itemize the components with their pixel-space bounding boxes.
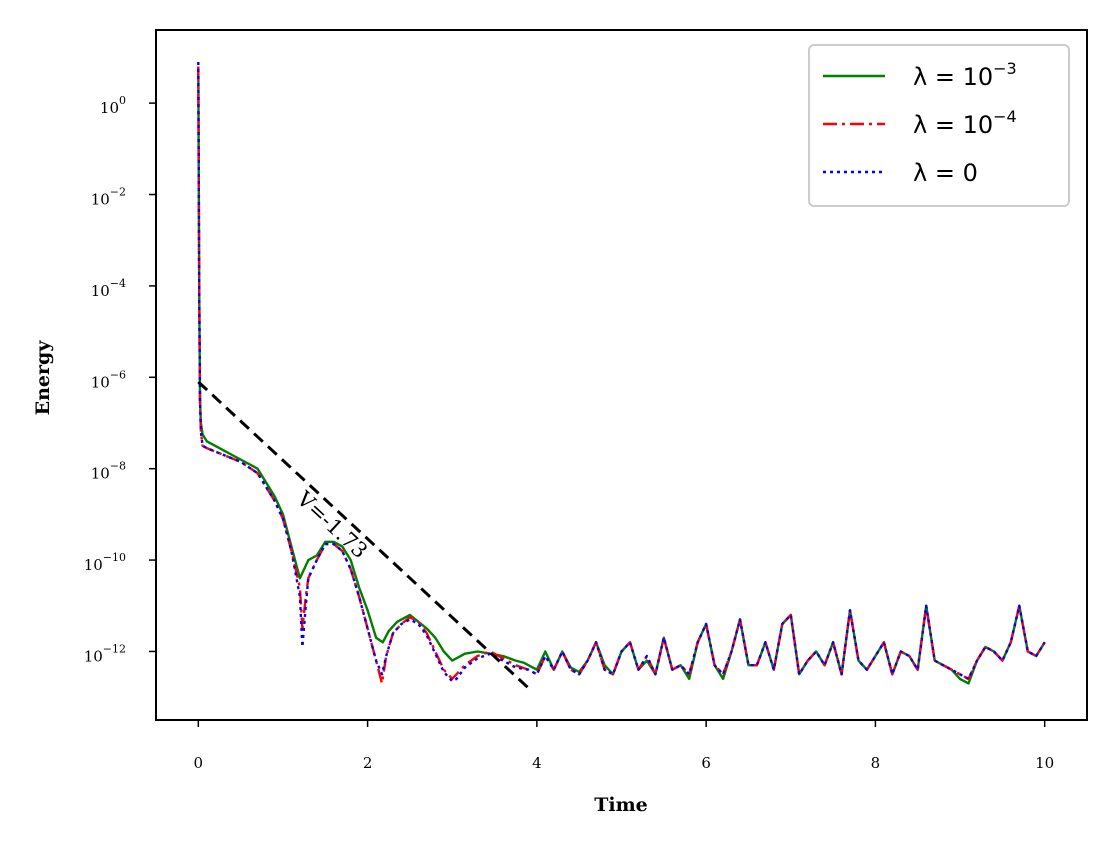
- y-tick-label: 10−8: [91, 460, 126, 483]
- annotation-layer: V=-1.73: [197, 380, 530, 690]
- y-tick-base: 10: [91, 191, 110, 209]
- y-axis-title: Energy: [32, 340, 54, 416]
- y-tick-exponent: −10: [103, 551, 126, 564]
- x-tick-label: 2: [363, 754, 373, 772]
- legend-label-exponent: −3: [993, 59, 1017, 78]
- x-tick-label: 4: [532, 754, 542, 772]
- y-tick-base: 10: [84, 647, 103, 665]
- slope-reference-line: [197, 380, 530, 690]
- y-tick-base: 10: [91, 282, 110, 300]
- x-tick-label: 0: [194, 754, 204, 772]
- legend-label: λ = 10−3: [913, 59, 1017, 91]
- y-tick-exponent: −2: [110, 186, 126, 199]
- x-axis-title: Time: [594, 794, 648, 816]
- y-tick-base: 10: [91, 465, 110, 483]
- series-layer: [197, 61, 1046, 685]
- plot-frame: [155, 29, 1088, 721]
- legend-label-text: λ = 10: [913, 111, 993, 139]
- y-tick-base: 10: [91, 373, 110, 391]
- series-line-dotted: [197, 61, 1046, 683]
- y-tick-base: 10: [84, 556, 103, 574]
- y-tick-label: 100: [100, 94, 126, 117]
- y-tick-base: 10: [100, 99, 119, 117]
- legend-label: λ = 0: [913, 159, 978, 187]
- y-tick-exponent: −4: [110, 277, 126, 290]
- x-tick-label: 6: [701, 754, 711, 772]
- legend-box: [808, 44, 1070, 207]
- y-tick-label: 10−10: [84, 551, 126, 574]
- legend: λ = 10−3λ = 10−4λ = 0: [808, 44, 1070, 207]
- y-tick-label: 10−4: [91, 277, 126, 300]
- y-tick-label: 10−2: [91, 186, 126, 209]
- y-tick-exponent: −8: [110, 460, 126, 473]
- y-tick-exponent: −12: [103, 642, 126, 655]
- x-tick-label: 10: [1035, 754, 1054, 772]
- y-tick-label: 10−12: [84, 642, 126, 665]
- slope-annotation-label: V=-1.73: [292, 486, 373, 563]
- legend-label-text: λ = 10: [913, 63, 993, 91]
- x-tick-label: 8: [871, 754, 881, 772]
- y-tick-exponent: 0: [119, 94, 126, 107]
- x-axis-ticks: 0 2 4 6 8 10: [194, 720, 1054, 772]
- legend-label: λ = 10−4: [913, 107, 1017, 139]
- y-tick-exponent: −6: [110, 368, 126, 381]
- legend-label-exponent: −4: [993, 107, 1017, 126]
- legend-label-text: λ = 0: [913, 159, 978, 187]
- y-tick-label: 10−6: [91, 368, 126, 391]
